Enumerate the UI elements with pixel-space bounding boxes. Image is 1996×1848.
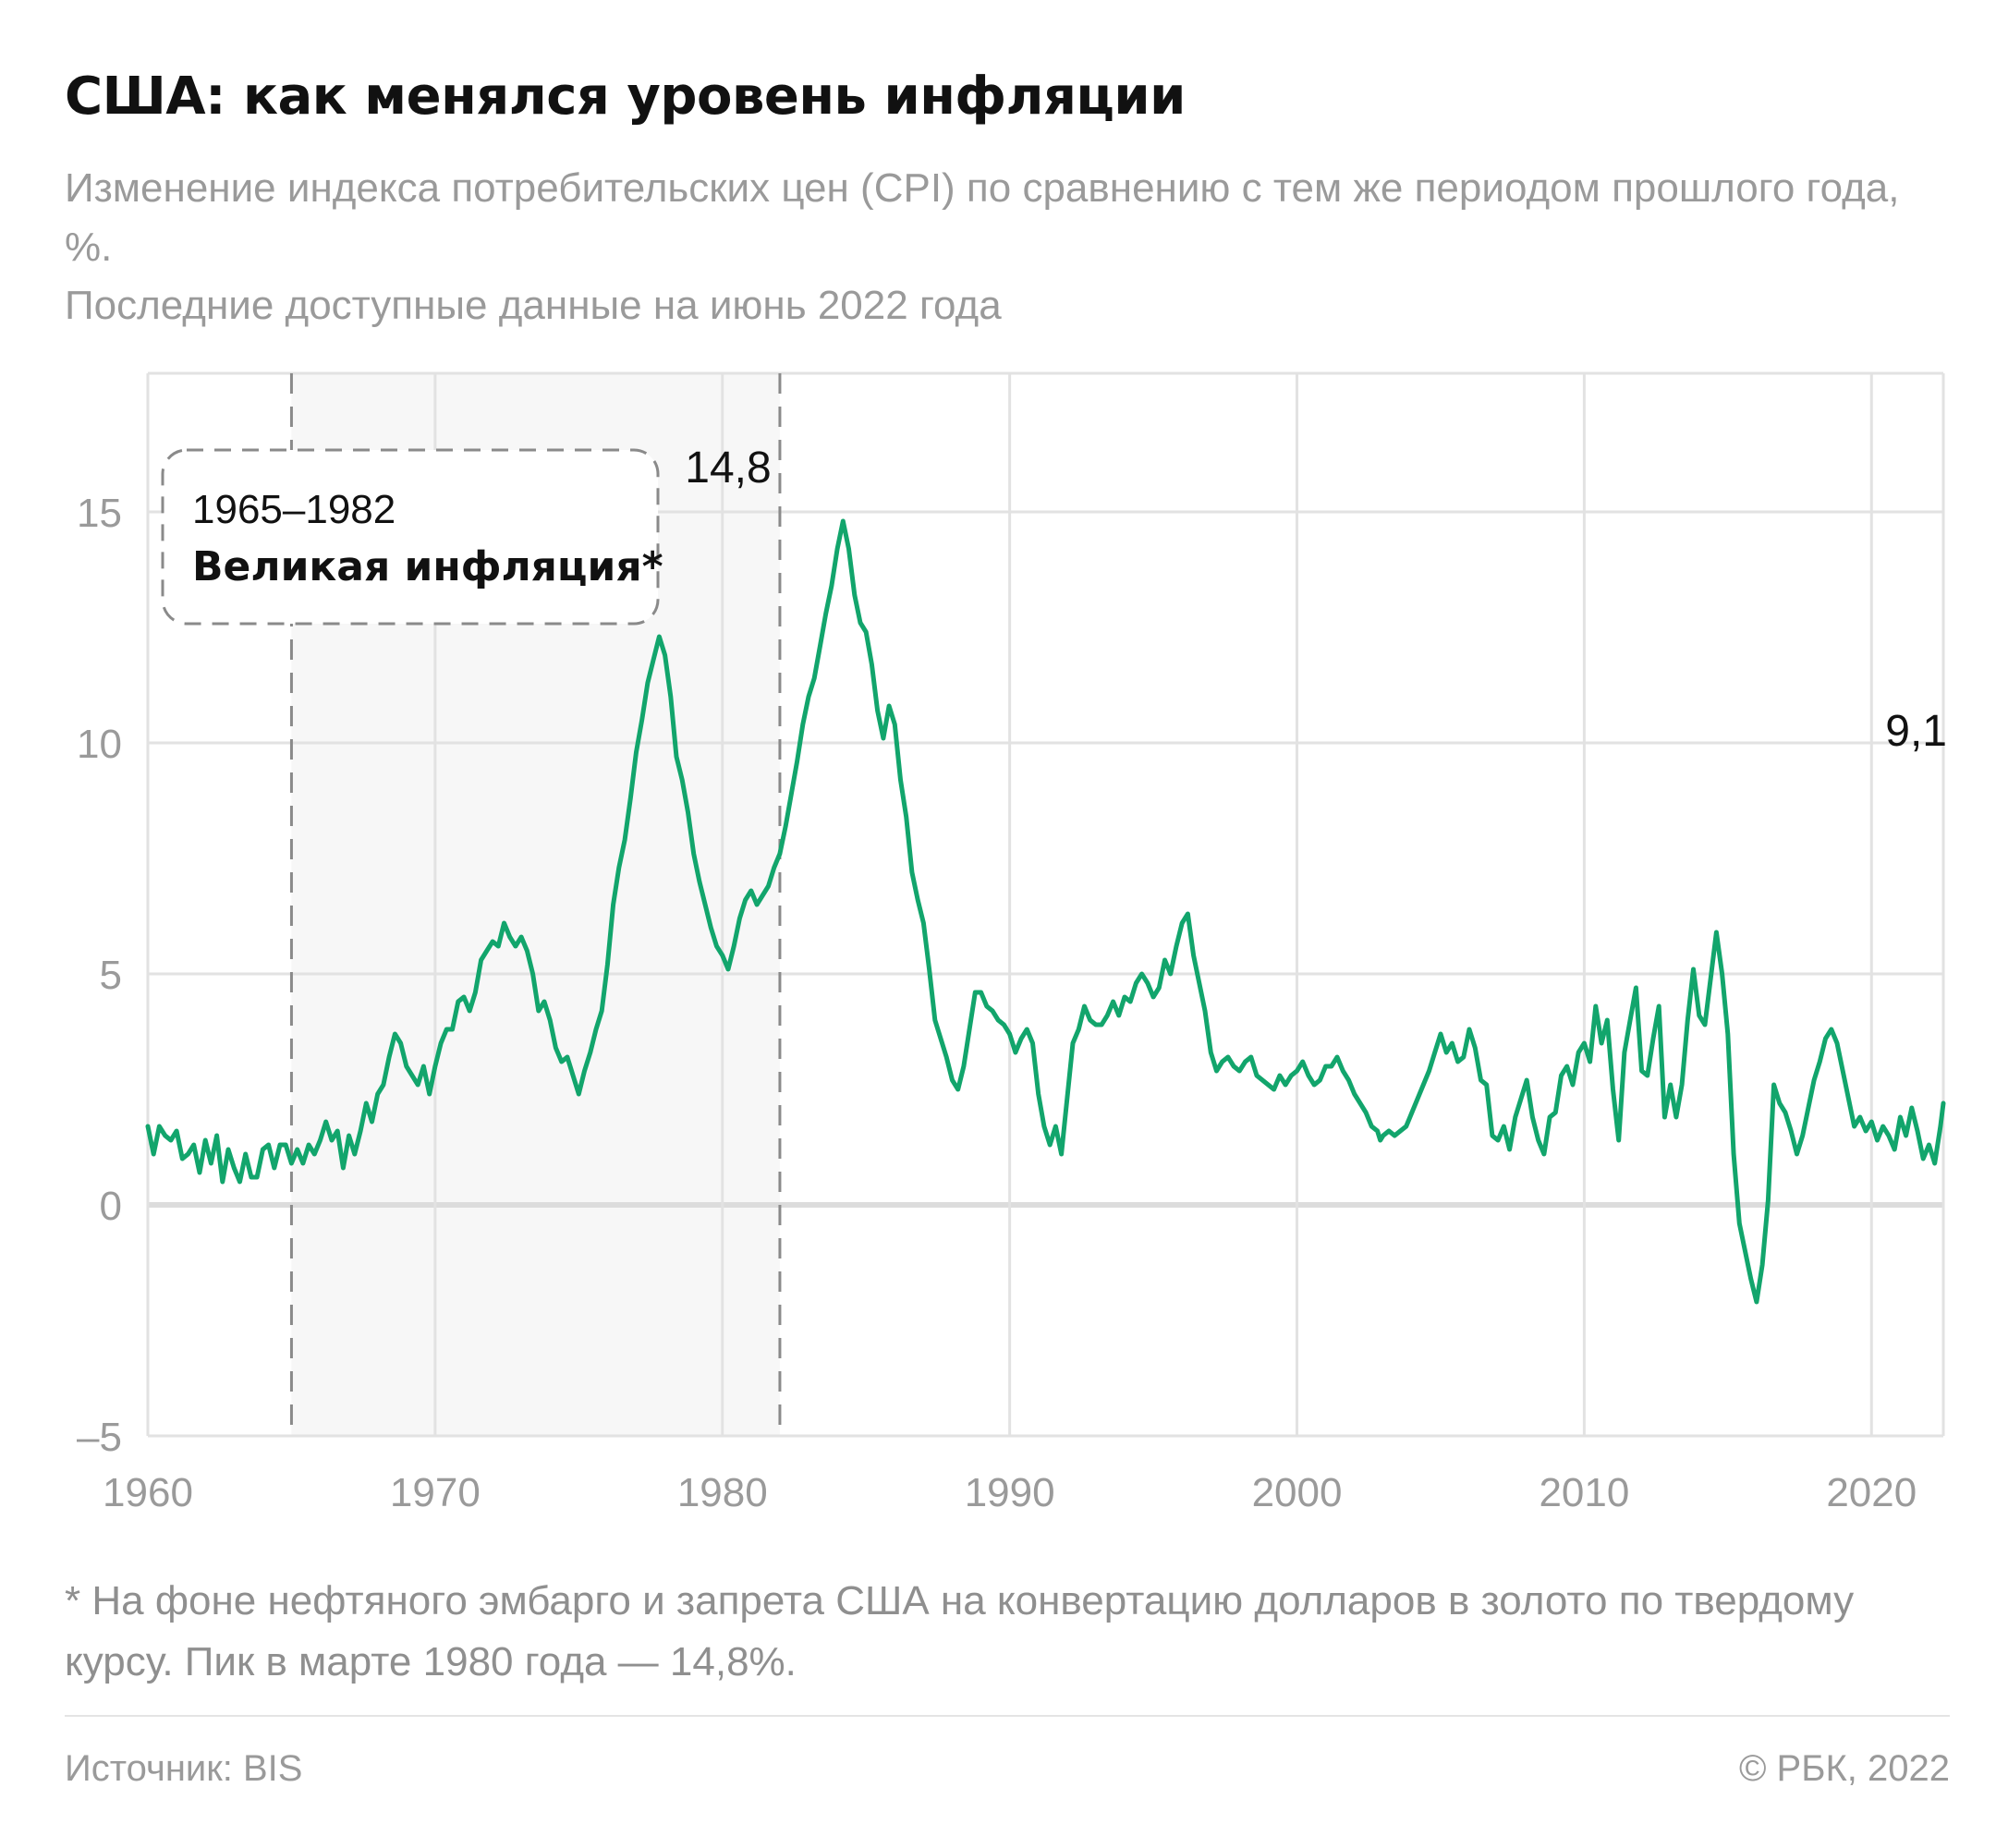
x-tick-label: 1980 [677, 1470, 768, 1515]
x-axis-ticks: 1960 1970 1980 1990 2000 2010 2020 [103, 1470, 1917, 1515]
y-tick-label: –5 [77, 1415, 122, 1460]
callout-years: 1965–1982 [192, 487, 396, 532]
value-annotation: 14,8 [685, 444, 771, 492]
callout-box [161, 448, 660, 626]
x-tick-label: 2010 [1539, 1470, 1629, 1515]
copyright-label: © РБК, 2022 [1738, 1748, 1950, 1789]
great-inflation-callout: 1965–1982 Великая инфляция* [161, 448, 663, 626]
data-date-note: Последние доступные данные на июнь 2022 … [65, 283, 1002, 328]
x-tick-label: 2000 [1252, 1470, 1343, 1515]
value-annotations: 14,8 9,1 [685, 444, 1947, 756]
y-tick-label: 15 [77, 491, 122, 536]
y-tick-label: 5 [100, 953, 122, 998]
value-annotation: 9,1 [1885, 707, 1947, 756]
footnote: * На фоне нефтяного эмбарго и запрета СШ… [65, 1578, 1855, 1684]
source-label: Источник: BIS [65, 1748, 303, 1789]
cpi-series-line [145, 518, 1946, 1305]
grid-lines [146, 371, 1945, 1438]
y-axis-ticks: 15 10 5 0 –5 [77, 491, 122, 1460]
inflation-line-chart: 15 10 5 0 –5 1960 1970 1980 1990 2000 2010 2020 19… [77, 371, 1947, 1515]
footer-divider [65, 1715, 1950, 1717]
x-tick-label: 1970 [390, 1470, 481, 1515]
callout-label: Великая инфляция* [192, 543, 663, 590]
x-tick-label: 1990 [965, 1470, 1055, 1515]
y-tick-label: 0 [100, 1184, 122, 1229]
y-tick-label: 10 [77, 722, 122, 767]
page-title: США: как менялся уровень инфляции [65, 67, 1186, 127]
x-tick-label: 2020 [1826, 1470, 1917, 1515]
chart-subtitle: Изменение индекса потребительских цен (C… [65, 165, 1900, 270]
x-tick-label: 1960 [103, 1470, 193, 1515]
